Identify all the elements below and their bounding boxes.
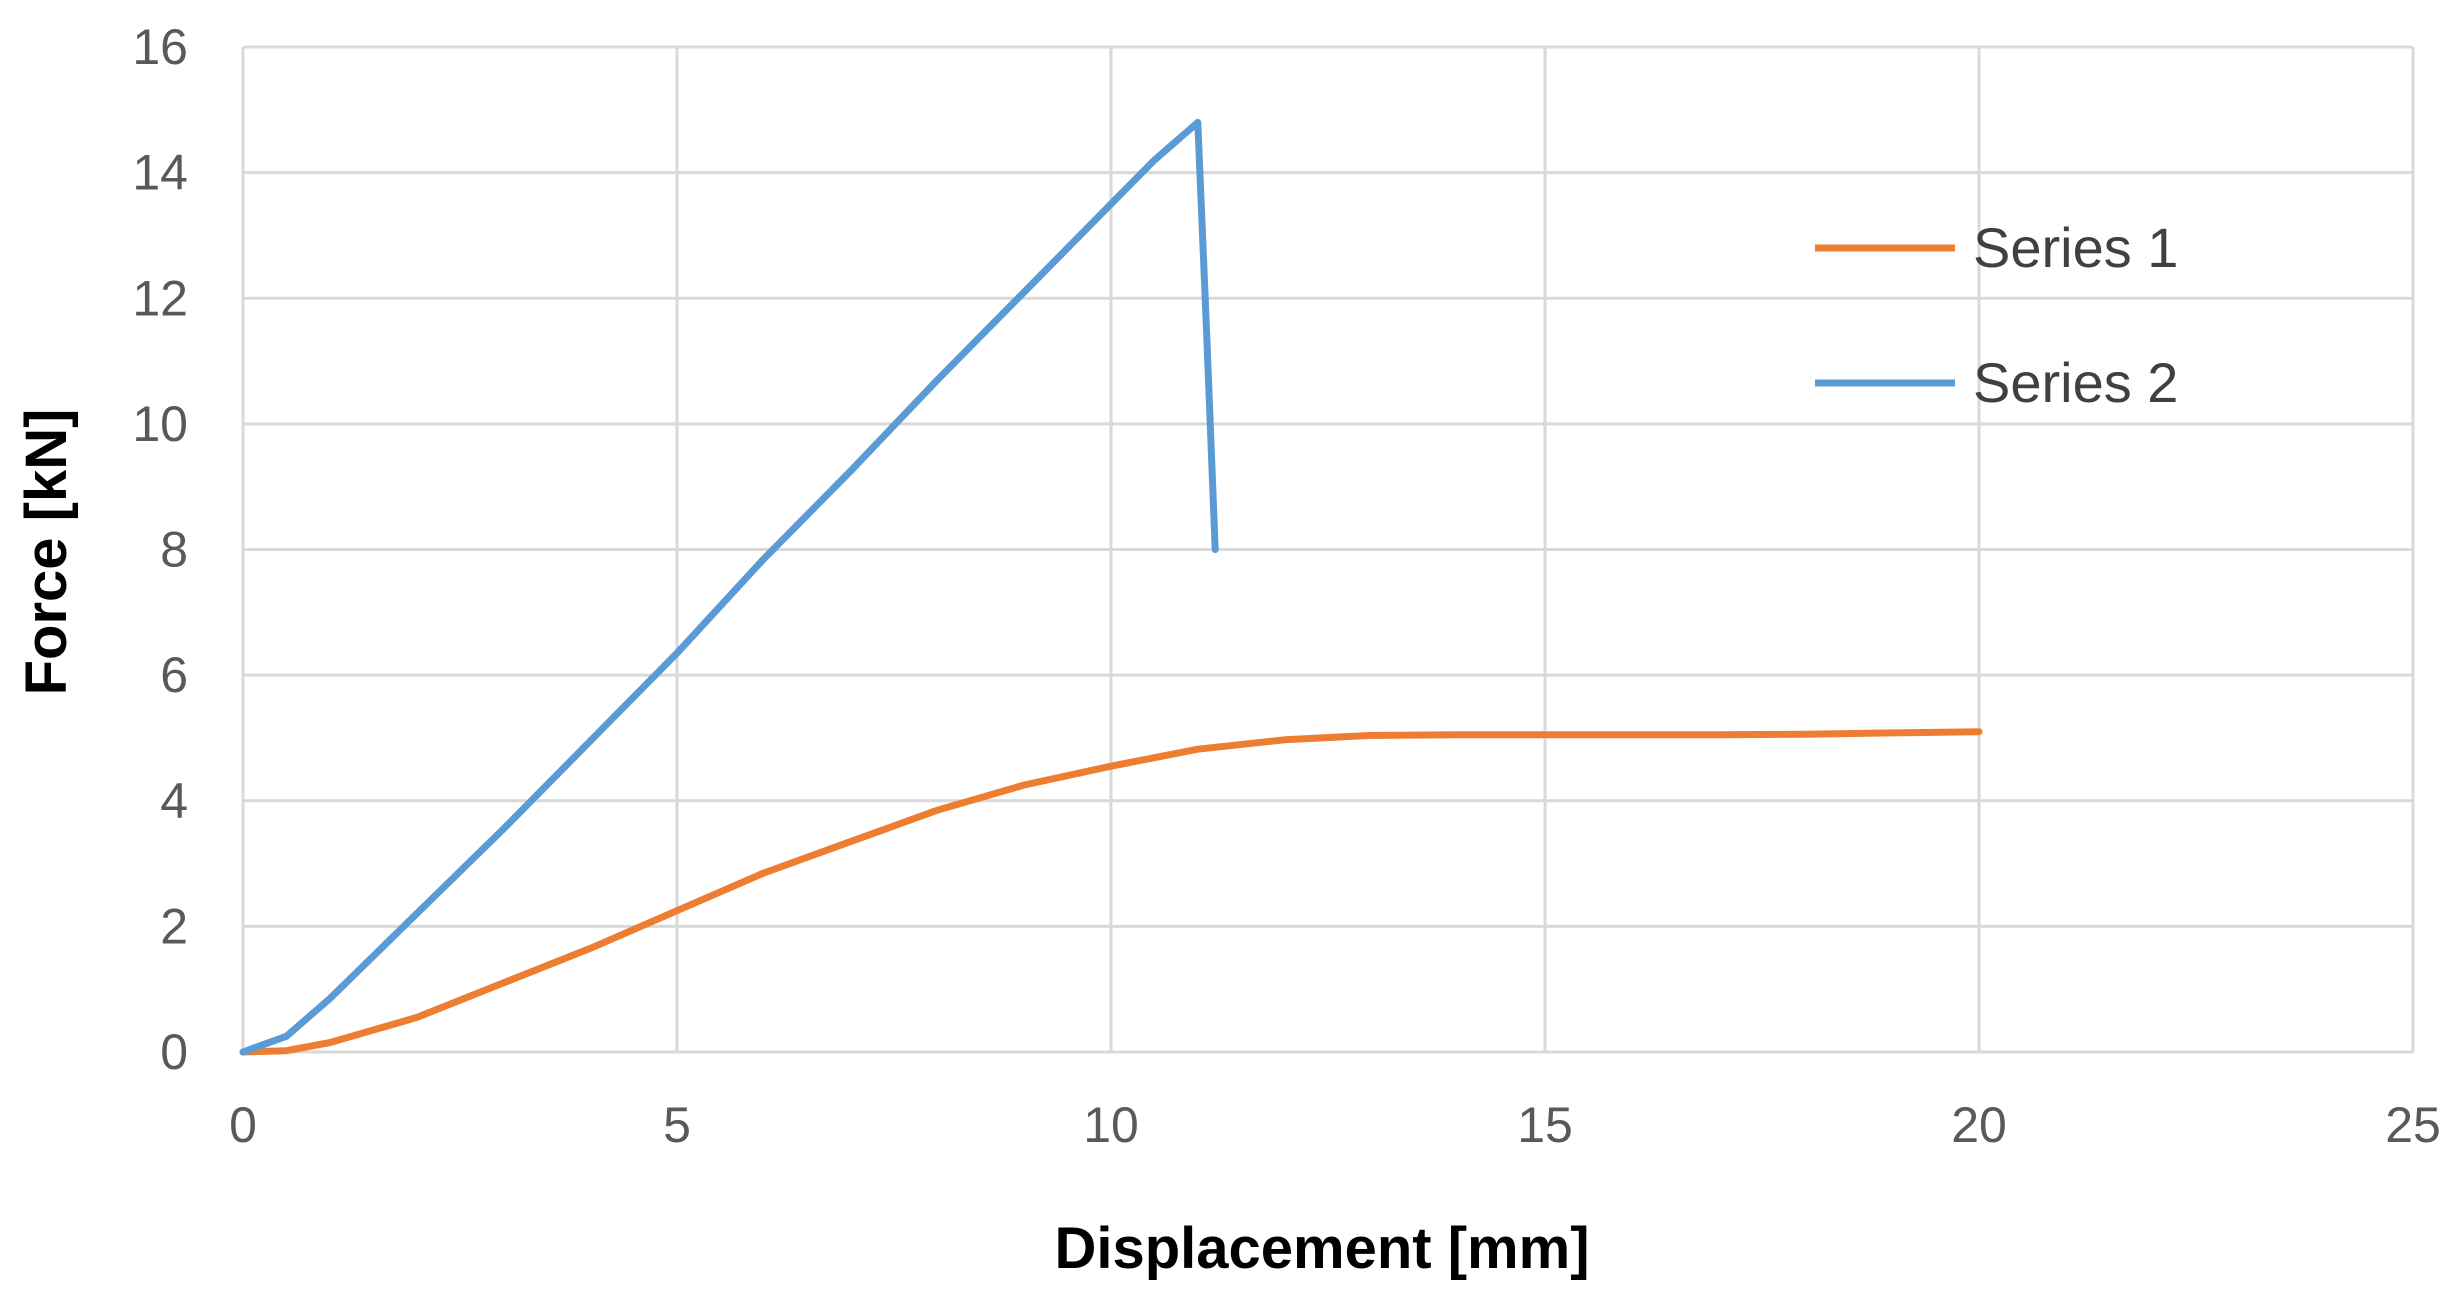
series-1-line [239,728,1983,1056]
y-tick-label-0: 0 [160,1024,188,1080]
y-tick-label-5: 10 [132,396,188,452]
x-axis-title: Displacement [mm] [1054,1216,1589,1281]
y-tick-label-3: 6 [160,647,188,703]
y-tick-label-2: 4 [160,773,188,829]
x-tick-label-0: 0 [229,1097,257,1153]
series-2-line [239,118,1219,1056]
y-tick-label-7: 14 [132,145,188,201]
x-tick-label-3: 15 [1517,1097,1573,1153]
x-tick-label-5: 25 [2385,1097,2441,1153]
y-tick-label-8: 16 [132,19,188,75]
legend-label-series-1: Series 1 [1973,216,2178,279]
legend-label-series-2: Series 2 [1973,351,2178,414]
series-lines [239,118,1983,1056]
y-axis-title: Force [kN] [14,409,79,696]
x-tick-label-4: 20 [1951,1097,2007,1153]
tick-labels: 0 2 4 6 8 10 12 14 16 0 5 10 15 20 25 [132,19,2440,1153]
y-tick-label-6: 12 [132,270,188,326]
y-tick-label-4: 8 [160,522,188,578]
y-tick-label-1: 2 [160,898,188,954]
grid-lines [241,45,2415,1054]
x-tick-label-1: 5 [663,1097,691,1153]
x-tick-label-2: 10 [1083,1097,1139,1153]
legend: Series 1 Series 2 [1815,216,2178,414]
